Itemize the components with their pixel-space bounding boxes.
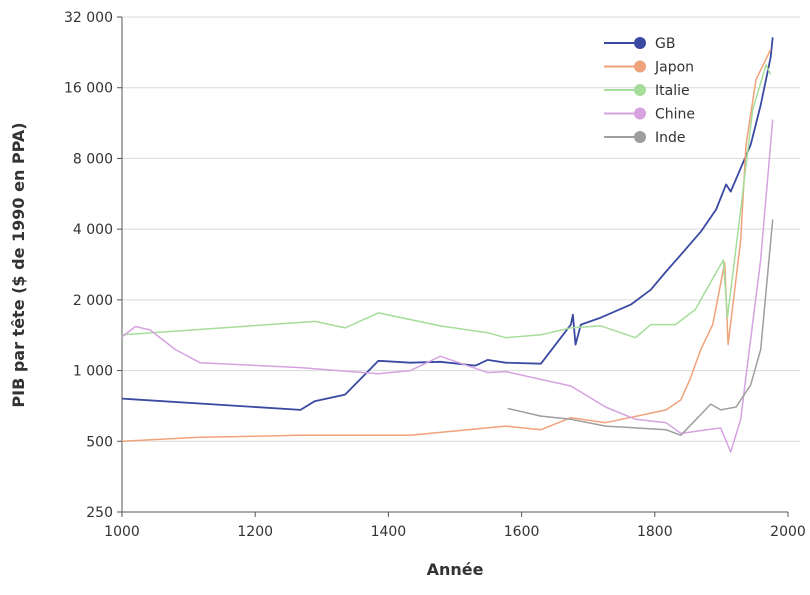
legend-label: Chine	[655, 107, 695, 123]
y-axis-label: PIB par tête ($ de 1990 en PPA)	[9, 122, 28, 407]
x-tick-label: 1800	[637, 524, 673, 540]
series-lines	[121, 37, 774, 453]
grid	[122, 16, 800, 442]
y-tick-label: 16 000	[64, 81, 113, 97]
y-axis: 250 500 1 000 2 000 4 000 8 000 16 000 32 000	[64, 10, 123, 521]
legend-label: Inde	[655, 130, 686, 146]
legend-label: GB	[655, 36, 675, 52]
x-tick-label: 1600	[504, 524, 540, 540]
legend-marker	[634, 37, 646, 49]
legend-marker	[634, 84, 646, 96]
y-tick-label: 32 000	[64, 10, 113, 26]
series-line-italie	[121, 64, 772, 339]
series-line-chine	[121, 119, 774, 453]
y-tick-label: 250	[86, 505, 113, 521]
legend-label: Japon	[654, 60, 694, 76]
x-tick-label: 1200	[237, 524, 273, 540]
series-line-gb	[121, 37, 774, 411]
y-tick-label: 4 000	[73, 222, 113, 238]
legend: GB Japon Italie Chine Inde	[604, 36, 695, 146]
legend-marker	[634, 107, 646, 120]
series-line-inde	[507, 219, 774, 437]
y-tick-label: 500	[86, 434, 113, 450]
y-tick-label: 2 000	[73, 293, 113, 309]
legend-marker	[634, 60, 646, 73]
series-line-japon	[121, 49, 772, 443]
x-axis: 1000 1200 1400 1600 1800 2000	[104, 511, 806, 540]
x-tick-label: 1000	[104, 524, 140, 540]
x-axis-label: Année	[427, 560, 484, 579]
y-tick-label: 8 000	[73, 151, 113, 167]
x-tick-label: 2000	[770, 524, 806, 540]
x-tick-label: 1400	[371, 524, 407, 540]
legend-label: Italie	[655, 83, 690, 99]
y-tick-label: 1 000	[73, 364, 113, 380]
legend-marker	[634, 131, 646, 143]
